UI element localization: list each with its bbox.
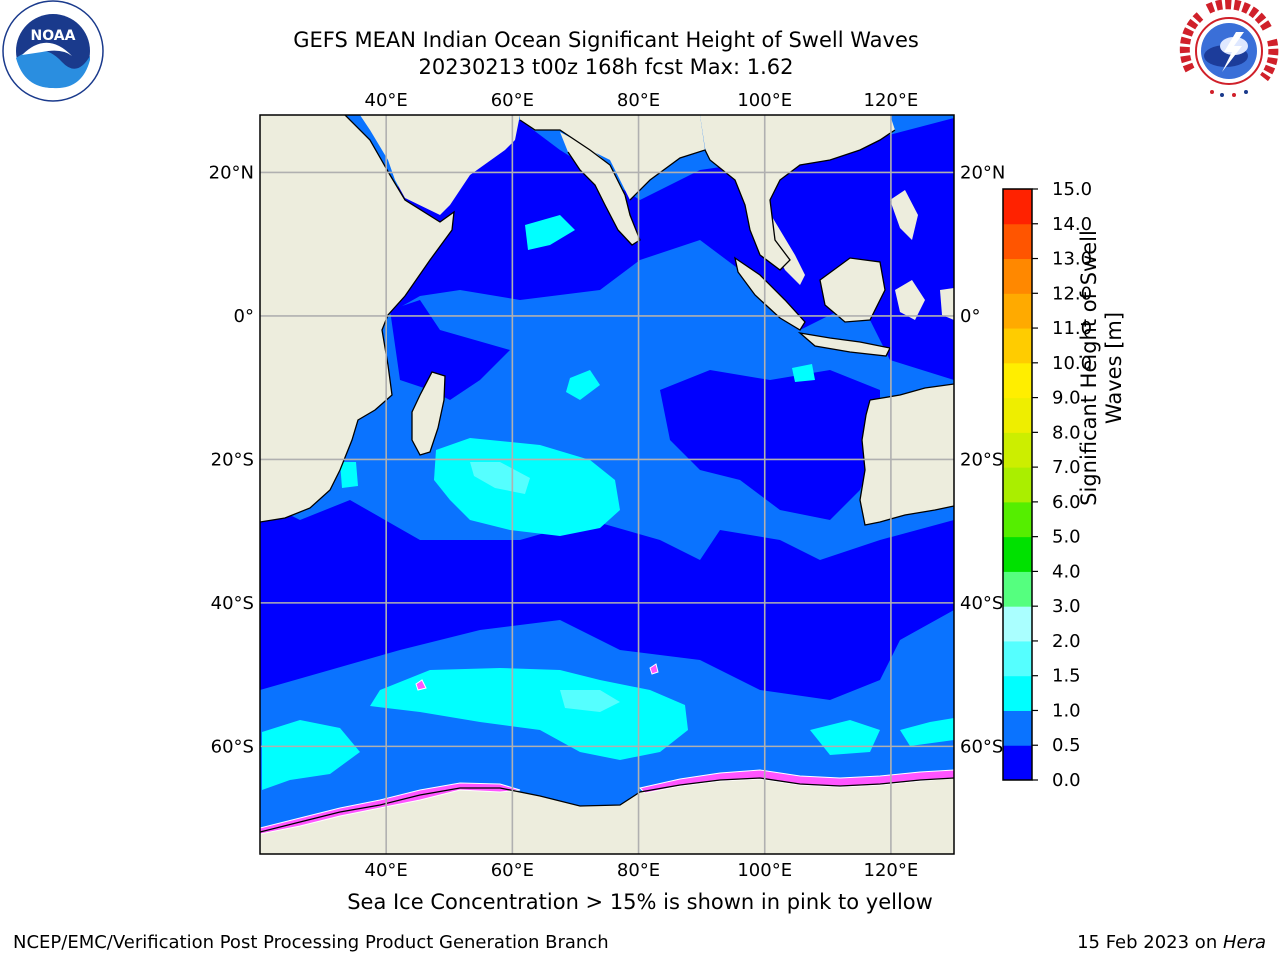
lon-label-top: 120°E: [864, 90, 919, 111]
colorbar-tick-label: 1.0: [1052, 700, 1081, 721]
colorbar-segment: [1003, 710, 1032, 746]
lat-label-left: 40°S: [211, 593, 254, 614]
colorbar-tick-label: 7.0: [1052, 457, 1081, 478]
colorbar-segment: [1003, 258, 1032, 294]
colorbar-tick-label: 8.0: [1052, 422, 1081, 443]
colorbar-tick-label: 0.5: [1052, 735, 1081, 756]
footer-credit: NCEP/EMC/Verification Post Processing Pr…: [13, 932, 609, 953]
coastlines: [260, 115, 954, 833]
axis-labels: 40°E 40°E 60°E 60°E 80°E 80°E 100°E 100°E 120°E 1…: [209, 90, 1006, 881]
ocean-swell-1.5-2.0-patches: [470, 462, 620, 712]
colorbar-segment: [1003, 432, 1032, 468]
map-frame: [259, 114, 955, 855]
lon-label-top: 80°E: [617, 90, 660, 111]
colorbar-tick-label: 14.0: [1052, 214, 1092, 235]
lon-label-top: 40°E: [365, 90, 408, 111]
colorbar-segment: [1003, 745, 1032, 781]
colorbar-tick-label: 4.0: [1052, 561, 1081, 582]
colorbar-segment: [1003, 467, 1032, 503]
lat-label-left: 20°N: [209, 162, 254, 183]
colorbar-segment: [1003, 640, 1032, 677]
lat-label-left: 60°S: [211, 736, 254, 757]
map-gridlines: [260, 115, 954, 854]
colorbar-tick-label: 12.0: [1052, 283, 1092, 304]
lon-label-bottom: 80°E: [617, 860, 660, 881]
colorbar-tick-label: 13.0: [1052, 249, 1092, 270]
sea-ice-caption: Sea Ice Concentration > 15% is shown in …: [347, 890, 933, 914]
colorbar-segment: [1003, 362, 1032, 399]
colorbar-tick-label: 10.0: [1052, 353, 1092, 374]
map-plot-area: [260, 115, 954, 854]
colorbar-tick-label: 9.0: [1052, 388, 1081, 409]
lat-label-right: 0°: [960, 306, 980, 327]
lon-label-top: 60°E: [491, 90, 534, 111]
lat-label-left: 20°S: [211, 449, 254, 470]
colorbar-segment: [1003, 675, 1032, 711]
lon-label-bottom: 40°E: [365, 860, 408, 881]
colorbar-tick-label: 1.5: [1052, 666, 1081, 687]
footer-date-text: 15 Feb 2023 on: [1077, 932, 1223, 953]
noaa-logo: NOAA: [2, 0, 104, 102]
map-subtitle: 20230213 t00z 168h fcst Max: 1.62: [418, 55, 794, 79]
lat-label-right: 40°S: [960, 593, 1003, 614]
colorbar-tick-label: 15.0: [1052, 179, 1092, 200]
colorbar-tick-label: 3.0: [1052, 596, 1081, 617]
colorbar-segment: [1003, 501, 1032, 538]
colorbar-segment: [1003, 223, 1032, 260]
nws-logo: [1179, 0, 1279, 100]
lat-label-right: 20°N: [960, 162, 1005, 183]
colorbar-tick-label: 11.0: [1052, 318, 1092, 339]
colorbar-segment: [1003, 189, 1032, 225]
land-masses: [260, 115, 954, 854]
colorbar-tick-label: 5.0: [1052, 527, 1081, 548]
colorbar-segment: [1003, 293, 1032, 329]
lon-label-bottom: 120°E: [864, 860, 919, 881]
colorbar-frame: [1002, 188, 1033, 781]
ocean-swell-0-0.5-regions: [260, 118, 954, 700]
lat-label-right: 20°S: [960, 449, 1003, 470]
colorbar-segment: [1003, 536, 1032, 572]
colorbar-tick-label: 6.0: [1052, 492, 1081, 513]
lat-label-left: 0°: [234, 306, 254, 327]
lon-label-bottom: 60°E: [491, 860, 534, 881]
lat-label-right: 60°S: [960, 736, 1003, 757]
colorbar-segment: [1003, 606, 1032, 642]
noaa-logo-text: NOAA: [31, 28, 76, 44]
colorbar-tick-label: 2.0: [1052, 631, 1081, 652]
colorbar-label: Significant Height of Swell Waves [m]: [1077, 230, 1126, 506]
colorbar-segment: [1003, 571, 1032, 607]
lon-label-bottom: 100°E: [737, 860, 792, 881]
footer-host: Hera: [1222, 932, 1266, 953]
colorbar-segment: [1003, 328, 1032, 364]
map-title: GEFS MEAN Indian Ocean Significant Heigh…: [293, 28, 919, 52]
footer-date: 15 Feb 2023 on Hera: [1077, 932, 1266, 953]
colorbar-tick-label: 0.0: [1052, 770, 1081, 791]
lon-label-top: 100°E: [737, 90, 792, 111]
colorbar: 0.0 0.5 1.0 1.5 2.0 3.0 4.0 5.0 6.0 7.0 8.0 9.0 10.0…: [1002, 179, 1092, 791]
colorbar-segment: [1003, 397, 1032, 433]
